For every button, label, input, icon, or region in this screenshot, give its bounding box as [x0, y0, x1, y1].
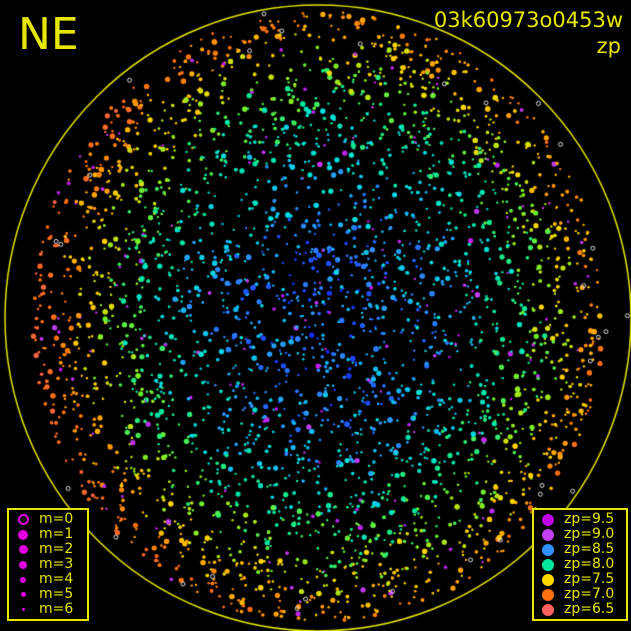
magnitude-marker-icon — [15, 576, 31, 583]
magnitude-legend-label: m=1 — [39, 527, 74, 542]
zeropoint-legend-item: zp=9.0 — [540, 527, 620, 542]
zeropoint-color-swatch-icon — [540, 603, 556, 616]
zeropoint-legend-item: zp=7.5 — [540, 572, 620, 587]
magnitude-legend-item: m=5 — [15, 587, 81, 602]
magnitude-legend-item: m=3 — [15, 557, 81, 572]
plot-subtitle: zp — [596, 34, 621, 58]
magnitude-legend: m=0 m=1 m=2 m=3 m=4 m=5 m=6 — [7, 508, 89, 621]
zeropoint-color-swatch-icon — [540, 573, 556, 586]
magnitude-marker-icon — [15, 545, 31, 554]
zeropoint-color-swatch-icon — [540, 558, 556, 571]
magnitude-legend-item: m=4 — [15, 572, 81, 587]
zeropoint-legend-label: zp=8.0 — [564, 557, 615, 572]
frame-id-title: 03k60973o0453w — [433, 8, 623, 32]
magnitude-legend-item: m=6 — [15, 602, 81, 617]
zeropoint-legend-label: zp=6.5 — [564, 602, 615, 617]
magnitude-legend-label: m=2 — [39, 542, 74, 557]
zeropoint-legend-item: zp=8.0 — [540, 557, 620, 572]
zeropoint-legend-label: zp=9.5 — [564, 512, 615, 527]
magnitude-legend-item: m=0 — [15, 512, 81, 527]
magnitude-legend-label: m=0 — [39, 512, 74, 527]
zeropoint-legend-item: zp=7.0 — [540, 587, 620, 602]
magnitude-marker-icon — [15, 514, 31, 525]
magnitude-legend-label: m=3 — [39, 557, 74, 572]
magnitude-legend-label: m=5 — [39, 587, 74, 602]
zeropoint-legend: zp=9.5 zp=9.0 zp=8.5 zp=8.0 zp=7.5 zp=7.0 zp=6… — [532, 508, 628, 621]
zeropoint-legend-label: zp=7.0 — [564, 587, 615, 602]
zeropoint-color-swatch-icon — [540, 513, 556, 526]
magnitude-marker-icon — [15, 608, 31, 611]
magnitude-marker-icon — [15, 529, 31, 540]
magnitude-marker-icon — [15, 592, 31, 597]
magnitude-marker-icon — [15, 560, 31, 569]
zeropoint-legend-item: zp=6.5 — [540, 602, 620, 617]
zeropoint-legend-item: zp=8.5 — [540, 542, 620, 557]
magnitude-legend-item: m=2 — [15, 542, 81, 557]
zeropoint-color-swatch-icon — [540, 543, 556, 556]
zeropoint-color-swatch-icon — [540, 588, 556, 601]
zeropoint-legend-label: zp=8.5 — [564, 542, 615, 557]
zeropoint-legend-item: zp=9.5 — [540, 512, 620, 527]
direction-label: NE — [18, 9, 79, 60]
zeropoint-color-swatch-icon — [540, 528, 556, 541]
magnitude-legend-label: m=6 — [39, 602, 74, 617]
magnitude-legend-item: m=1 — [15, 527, 81, 542]
magnitude-legend-label: m=4 — [39, 572, 74, 587]
zeropoint-legend-label: zp=9.0 — [564, 527, 615, 542]
zeropoint-legend-label: zp=7.5 — [564, 572, 615, 587]
